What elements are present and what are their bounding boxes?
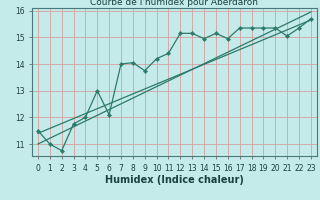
X-axis label: Humidex (Indice chaleur): Humidex (Indice chaleur) xyxy=(105,175,244,185)
Title: Courbe de l'humidex pour Aberdaron: Courbe de l'humidex pour Aberdaron xyxy=(91,0,259,7)
